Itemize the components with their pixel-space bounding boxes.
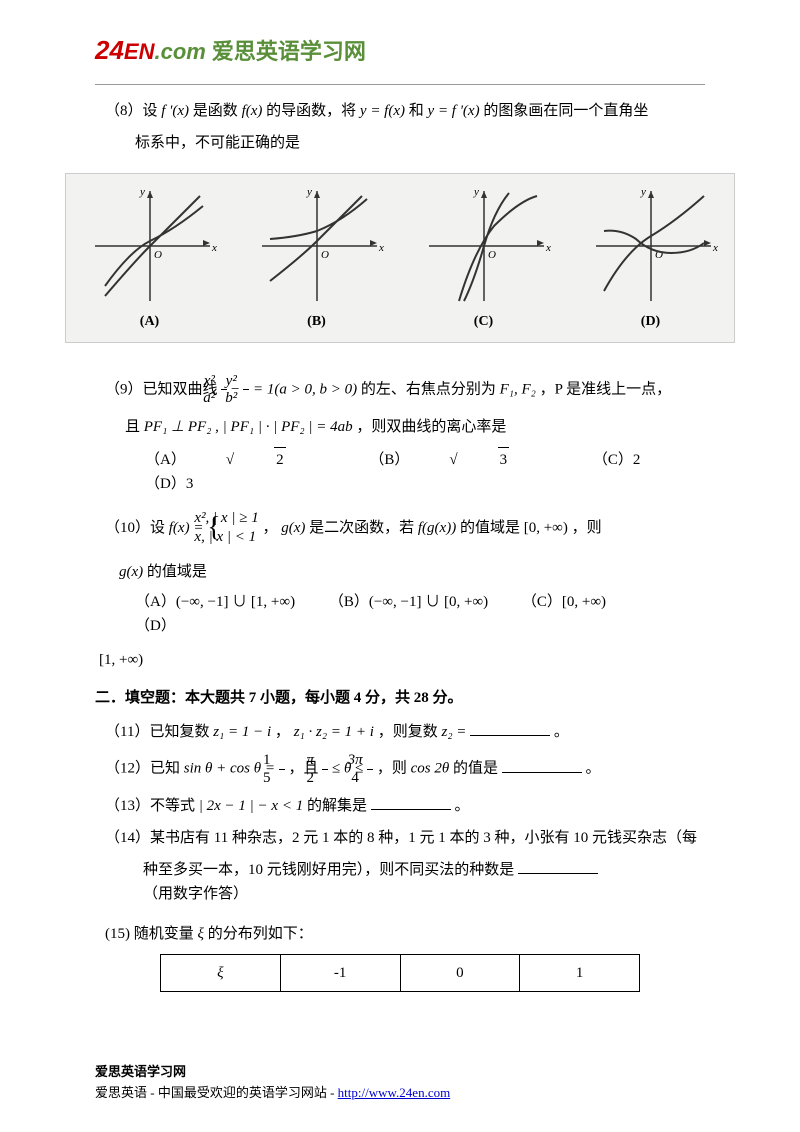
logo-cn: 爱思英语学习网 — [212, 34, 366, 69]
graph-c: x y O (C) — [400, 174, 567, 342]
blank-12 — [502, 772, 582, 773]
question-13: （13）不等式 | 2x − 1 | − x < 1 的解集是 。 — [105, 794, 705, 818]
blank-11 — [470, 735, 550, 736]
blank-13 — [371, 809, 451, 810]
svg-text:y: y — [473, 186, 479, 198]
graph-b: x y O (B) — [233, 174, 400, 342]
question-10: （10）设 f(x) = { x², | x | ≥ 1x, | x | < 1… — [105, 506, 705, 551]
svg-text:x: x — [545, 242, 551, 254]
q10-options: （A）(−∞, −1] ∪ [1, +∞) （B）(−∞, −1] ∪ [0, … — [135, 590, 705, 638]
svg-text:x: x — [211, 242, 217, 254]
table-cell-1: -1 — [280, 955, 400, 992]
site-header: 24EN.com 爱思英语学习网 — [95, 30, 705, 72]
graph-a: x y O (A) — [66, 174, 233, 342]
svg-text:O: O — [488, 249, 496, 261]
question-11: （11）已知复数 z₁ = 1 − i ， z₁ · z₂ = 1 + i ，则… — [105, 720, 705, 744]
svg-text:x: x — [378, 242, 384, 254]
question-12: （12）已知 sin θ + cos θ = 15 ，且 π2 ≤ θ ≤ 3π… — [105, 752, 705, 786]
logo-en: EN — [124, 34, 155, 69]
logo-24: 24 — [95, 30, 124, 72]
q8-line2: 标系中，不可能正确的是 — [105, 131, 705, 155]
page-footer: 爱思英语学习网 爱思英语 - 中国最受欢迎的英语学习网站 - http://ww… — [95, 1062, 450, 1104]
footer-link[interactable]: http://www.24en.com — [338, 1085, 451, 1100]
svg-text:x: x — [712, 242, 718, 254]
q8-fprime: f '(x) — [161, 103, 189, 119]
q15-table: ξ -1 0 1 — [160, 954, 640, 992]
q8-graphs: x y O (A) x y O (B) — [65, 173, 735, 343]
header-divider — [95, 84, 705, 85]
graph-d: x y O (D) — [567, 174, 734, 342]
question-14: （14）某书店有 11 种杂志，2 元 1 本的 8 种，1 元 1 本的 3 … — [105, 826, 705, 850]
table-head-xi: ξ — [161, 955, 281, 992]
q9-options: （A）√2 （B）√3 （C）2 （D）3 — [145, 447, 705, 496]
q9-line2: 且 PF₁ ⊥ PF₂ , | PF₁ | · | PF₂ | = 4ab ，则… — [125, 415, 705, 439]
q10-opt-d-value: [1, +∞) — [99, 648, 705, 672]
question-9: （9）已知双曲线 x²a² − y²b² = 1(a > 0, b > 0) 的… — [105, 373, 705, 407]
blank-14 — [518, 873, 598, 874]
svg-text:O: O — [154, 249, 162, 261]
question-8: （8）设 f '(x) 是函数 f(x) 的导函数，将 y = f(x) 和 y… — [105, 99, 705, 123]
footer-title: 爱思英语学习网 — [95, 1062, 450, 1083]
q14-line2: 种至多买一本，10 元钱刚好用完），则不同买法的种数是 （用数字作答） — [95, 858, 705, 906]
q10-line2: g(x) 的值域是 — [119, 560, 705, 584]
svg-text:O: O — [321, 249, 329, 261]
logo-com: .com — [154, 34, 205, 69]
svg-text:y: y — [139, 186, 145, 198]
question-15: (15) 随机变量 ξ 的分布列如下： — [105, 922, 705, 946]
svg-text:y: y — [640, 186, 646, 198]
svg-text:y: y — [306, 186, 312, 198]
q8-text: （8）设 — [105, 103, 158, 119]
table-cell-3: 1 — [520, 955, 640, 992]
footer-text: 爱思英语 - 中国最受欢迎的英语学习网站 - — [95, 1085, 338, 1100]
section-2-title: 二．填空题：本大题共 7 小题，每小题 4 分，共 28 分。 — [95, 686, 705, 710]
table-cell-2: 0 — [400, 955, 520, 992]
